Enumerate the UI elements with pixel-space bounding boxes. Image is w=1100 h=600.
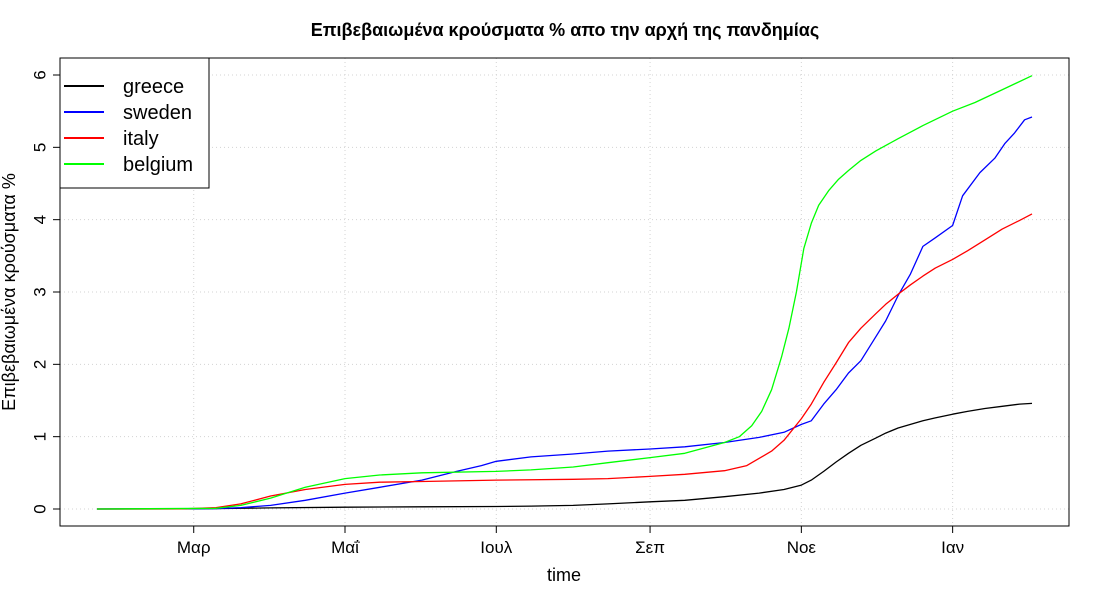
series-line-italy xyxy=(96,213,1033,510)
legend: greece sweden italy belgium xyxy=(59,57,210,189)
grid-layer xyxy=(60,58,1069,526)
y-tick-label: 2 xyxy=(31,360,50,369)
x-axis-label: time xyxy=(547,565,581,585)
series-layer xyxy=(96,75,1033,510)
y-tick-label: 6 xyxy=(31,70,50,79)
y-tick-label: 3 xyxy=(31,287,50,296)
x-tick-label: Ιαν xyxy=(941,538,964,557)
x-tick-label: Μαΐ xyxy=(331,538,360,557)
y-axis-label: Επιβεβαιωμένα κρούσματα % xyxy=(0,173,19,411)
x-tick-label: Νοε xyxy=(787,538,817,557)
series-line-sweden xyxy=(96,116,1033,510)
x-tick-label: Μαρ xyxy=(177,538,211,557)
legend-label-italy: italy xyxy=(123,128,159,150)
axes-layer: Μαρ Μαΐ Ιουλ Σεπ Νοε Ιαν 0 1 2 3 4 5 6 xyxy=(31,57,1070,557)
x-tick-label: Ιουλ xyxy=(480,538,512,557)
chart-title: Επιβεβαιωμένα κρούσματα % απο την αρχή τ… xyxy=(311,20,819,40)
series-line-greece xyxy=(96,402,1033,510)
y-tick-label: 0 xyxy=(31,504,50,513)
y-tick-label: 4 xyxy=(31,215,50,224)
legend-label-sweden: sweden xyxy=(123,102,192,124)
y-tick-label: 5 xyxy=(31,143,50,152)
y-tick-label: 1 xyxy=(31,432,50,441)
legend-label-greece: greece xyxy=(123,76,184,98)
series-line-belgium xyxy=(96,75,1033,510)
x-tick-label: Σεπ xyxy=(635,538,665,557)
legend-box xyxy=(59,57,210,189)
legend-label-belgium: belgium xyxy=(123,154,193,176)
